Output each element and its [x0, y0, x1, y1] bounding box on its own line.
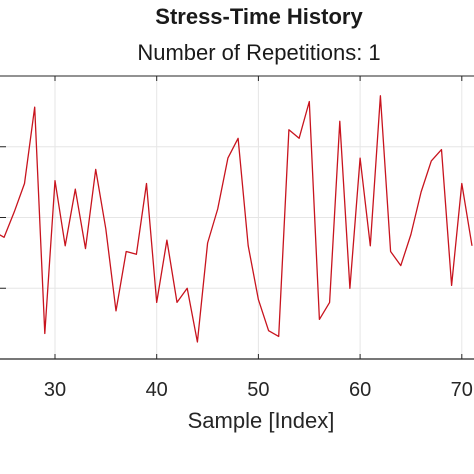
- series-layer: [0, 95, 473, 343]
- series-line: [0, 95, 473, 343]
- x-tick-labels: 30 40 50 60 70: [44, 379, 473, 401]
- x-tick-label: 70: [451, 379, 473, 401]
- x-tick-label: 50: [247, 379, 269, 401]
- x-axis-label: Sample [Index]: [187, 408, 335, 433]
- chart-subtitle: Number of Repetitions: 1: [137, 40, 381, 65]
- chart-title: Stress-Time History: [155, 4, 363, 29]
- x-tick-label: 60: [349, 379, 371, 401]
- grid-lines: [0, 76, 474, 359]
- axes: [0, 75, 474, 360]
- x-tick-label: 30: [44, 379, 66, 401]
- x-tick-label: 40: [146, 379, 168, 401]
